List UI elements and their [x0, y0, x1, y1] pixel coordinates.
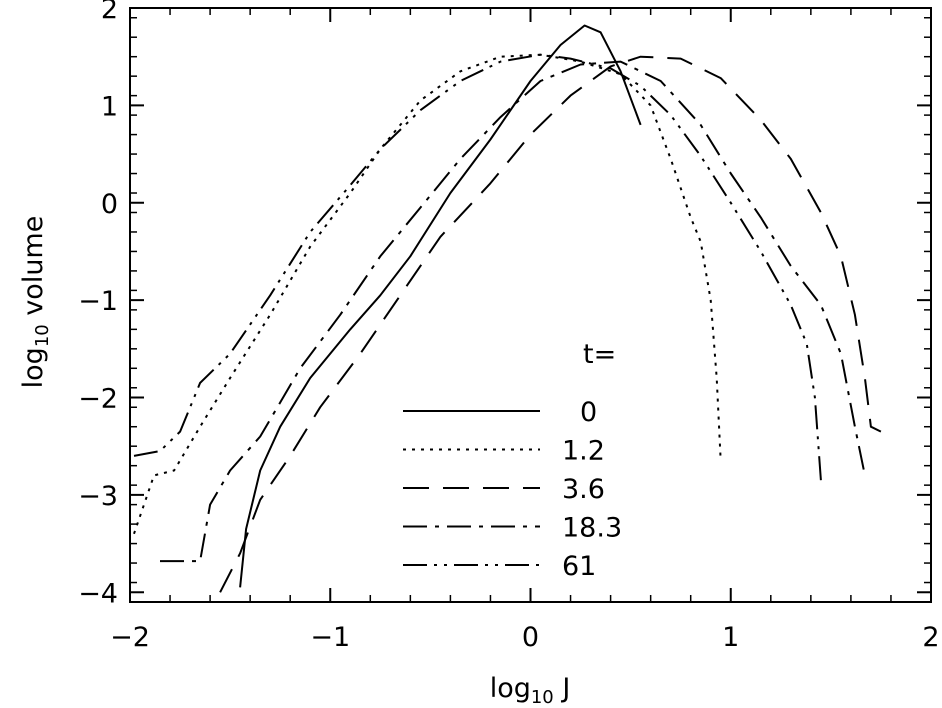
- y-tick-label: −4: [78, 578, 118, 609]
- legend: t= 0 1.2 3.6 18.3 61: [403, 339, 622, 582]
- x-tick-label: −2: [110, 622, 150, 653]
- x-tick-label: 2: [922, 622, 939, 653]
- legend-title: t=: [583, 339, 616, 370]
- legend-label: 1.2: [562, 436, 605, 467]
- x-axis-title: log10 J: [490, 673, 571, 708]
- legend-label: 61: [562, 551, 596, 582]
- x-tick-label: −1: [310, 622, 350, 653]
- y-tick-label: 2: [101, 0, 118, 25]
- y-tick-label: −2: [78, 384, 118, 415]
- series-line-t-18-3: [160, 60, 866, 563]
- series-line-t-61: [133, 53, 822, 481]
- y-tick-label: 0: [101, 189, 118, 220]
- series-line-t-0: [239, 24, 642, 588]
- y-axis-title: log10 volume: [18, 216, 53, 389]
- series-group: [133, 24, 882, 593]
- x-tick-label: 1: [722, 622, 739, 653]
- legend-label: 0: [580, 397, 597, 428]
- y-tick-label: 1: [101, 91, 118, 122]
- x-tick-label: 0: [522, 622, 539, 653]
- legend-label: 18.3: [562, 513, 622, 544]
- y-tick-label: −3: [78, 481, 118, 512]
- series-line-t-3-6: [219, 55, 882, 593]
- y-tick-label: −1: [78, 286, 118, 317]
- legend-label: 3.6: [562, 474, 605, 505]
- axes: −2 −1 0 1 2 −4 −3 −2 −1 0 1 2: [78, 0, 939, 653]
